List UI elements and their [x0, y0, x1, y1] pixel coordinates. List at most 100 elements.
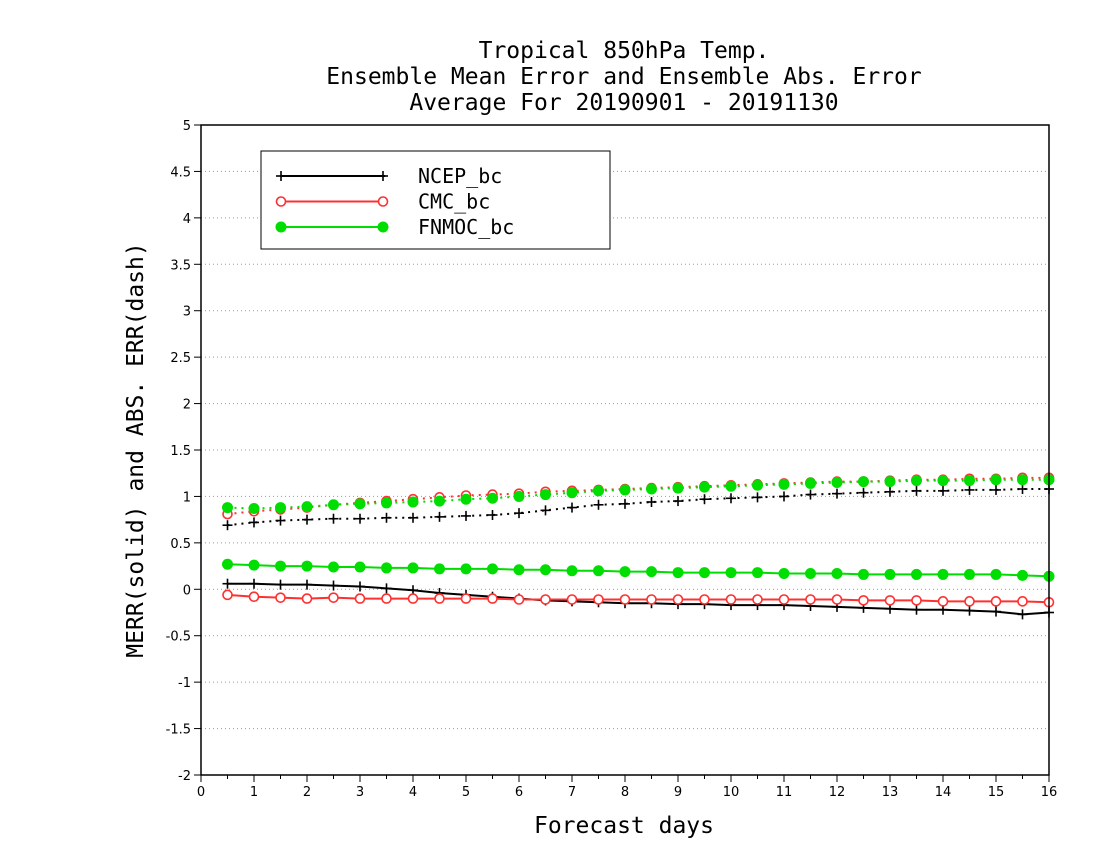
point-NCEP_bc-merr — [355, 581, 365, 592]
point-FNMOC_bc-abs_err — [884, 476, 896, 488]
point-NCEP_bc-abs_err — [646, 497, 657, 507]
point-CMC_bc-merr — [328, 592, 339, 603]
point-FNMOC_bc-merr — [752, 567, 763, 579]
legend-marker — [377, 221, 389, 233]
title-line-2: Ensemble Mean Error and Ensemble Abs. Er… — [326, 64, 921, 90]
point-NCEP_bc-abs_err — [249, 517, 259, 528]
series-NCEP_bc-abs_err — [222, 484, 1054, 531]
y-tick-label: 0.5 — [170, 537, 191, 552]
y-tick-label: 4.5 — [170, 165, 191, 180]
point-FNMOC_bc-merr — [937, 568, 949, 580]
point-FNMOC_bc-abs_err — [990, 474, 1002, 486]
point-NCEP_bc-merr — [381, 583, 392, 594]
x-tick-label: 6 — [515, 785, 523, 800]
point-FNMOC_bc-merr — [513, 564, 525, 576]
point-NCEP_bc-abs_err — [911, 485, 922, 496]
point-CMC_bc-merr — [805, 594, 816, 605]
point-CMC_bc-merr — [354, 593, 366, 604]
point-NCEP_bc-abs_err — [752, 492, 763, 503]
y-tick-label: -1.5 — [166, 723, 191, 738]
point-FNMOC_bc-abs_err — [487, 492, 498, 504]
point-FNMOC_bc-abs_err — [540, 489, 551, 501]
point-FNMOC_bc-merr — [354, 561, 366, 573]
point-NCEP_bc-abs_err — [673, 496, 683, 507]
point-FNMOC_bc-abs_err — [805, 477, 816, 489]
point-CMC_bc-merr — [858, 595, 869, 606]
y-tick-label: -0.5 — [166, 630, 191, 645]
point-CMC_bc-merr — [540, 594, 551, 605]
point-NCEP_bc-abs_err — [699, 494, 710, 505]
point-FNMOC_bc-merr — [1017, 569, 1028, 581]
point-FNMOC_bc-abs_err — [646, 483, 657, 495]
y-tick-label: 0 — [183, 583, 191, 598]
point-FNMOC_bc-merr — [566, 565, 578, 577]
point-NCEP_bc-merr — [964, 605, 975, 616]
y-tick-label: 1.5 — [170, 444, 191, 459]
line-FNMOC_bc-abs_err — [227, 478, 1049, 510]
x-tick-label: 14 — [935, 785, 952, 800]
x-tick-label: 4 — [409, 785, 417, 800]
point-CMC_bc-merr — [937, 596, 949, 607]
point-FNMOC_bc-merr — [990, 568, 1002, 580]
point-FNMOC_bc-abs_err — [778, 478, 790, 490]
x-tick-label: 2 — [303, 785, 311, 800]
point-FNMOC_bc-merr — [964, 568, 975, 580]
legend-marker — [377, 196, 389, 207]
point-FNMOC_bc-abs_err — [222, 502, 233, 514]
x-tick-label: 7 — [568, 785, 576, 800]
point-FNMOC_bc-abs_err — [434, 495, 445, 507]
title-line-3: Average For 20190901 - 20191130 — [409, 90, 838, 116]
point-CMC_bc-merr — [725, 594, 737, 605]
point-NCEP_bc-abs_err — [858, 487, 869, 498]
point-NCEP_bc-abs_err — [567, 502, 577, 513]
point-FNMOC_bc-abs_err — [381, 497, 392, 509]
point-CMC_bc-merr — [301, 593, 313, 604]
series-CMC_bc-merr — [222, 589, 1055, 608]
point-NCEP_bc-abs_err — [434, 511, 445, 522]
x-tick-label: 15 — [988, 785, 1005, 800]
y-tick-label: -2 — [178, 769, 191, 784]
x-tick-label: 1 — [250, 785, 258, 800]
x-axis-ticks: 0 1 2 3 4 5 6 7 8 9 10 11 12 13 14 15 16 — [197, 775, 1057, 800]
point-NCEP_bc-abs_err — [779, 491, 789, 502]
point-FNMOC_bc-merr — [593, 565, 604, 577]
y-axis-ticks: 5 4.5 4 3.5 3 2.5 2 1.5 1 0.5 0 -0.5 -1 -1.5 -2 — [166, 119, 201, 784]
x-axis-label: Forecast days — [534, 813, 714, 839]
point-FNMOC_bc-merr — [407, 562, 419, 574]
legend-box — [260, 150, 611, 250]
x-tick-label: 12 — [829, 785, 846, 800]
point-FNMOC_bc-merr — [434, 563, 445, 575]
plot-area — [222, 472, 1055, 620]
plot-frame — [200, 124, 1050, 776]
point-CMC_bc-merr — [1017, 596, 1028, 607]
point-FNMOC_bc-merr — [487, 563, 498, 575]
point-NCEP_bc-abs_err — [540, 505, 551, 516]
point-CMC_bc-merr — [407, 593, 419, 604]
point-CMC_bc-merr — [513, 594, 525, 605]
point-FNMOC_bc-abs_err — [1017, 474, 1028, 486]
point-FNMOC_bc-merr — [699, 567, 710, 579]
y-tick-label: 4 — [183, 212, 191, 227]
chart-title: Tropical 850hPa Temp. Ensemble Mean Erro… — [326, 38, 921, 116]
point-CMC_bc-merr — [487, 593, 498, 604]
series-FNMOC_bc-merr — [222, 558, 1055, 582]
x-tick-label: 3 — [356, 785, 364, 800]
point-CMC_bc-merr — [566, 594, 578, 605]
x-tick-label: 8 — [621, 785, 629, 800]
point-NCEP_bc-abs_err — [514, 508, 524, 519]
point-CMC_bc-merr — [672, 594, 684, 605]
point-NCEP_bc-abs_err — [832, 488, 842, 499]
y-tick-label: 2 — [183, 398, 191, 413]
point-NCEP_bc-abs_err — [222, 520, 233, 531]
point-FNMOC_bc-abs_err — [407, 496, 419, 508]
line-FNMOC_bc-merr — [227, 563, 1050, 578]
point-FNMOC_bc-merr — [540, 564, 551, 576]
point-NCEP_bc-abs_err — [726, 493, 736, 504]
line-NCEP_bc-abs_err — [227, 488, 1049, 527]
point-FNMOC_bc-abs_err — [964, 475, 975, 487]
point-CMC_bc-merr — [275, 592, 286, 603]
legend-marker — [276, 171, 286, 181]
point-FNMOC_bc-merr — [805, 568, 816, 579]
point-NCEP_bc-abs_err — [620, 498, 630, 509]
